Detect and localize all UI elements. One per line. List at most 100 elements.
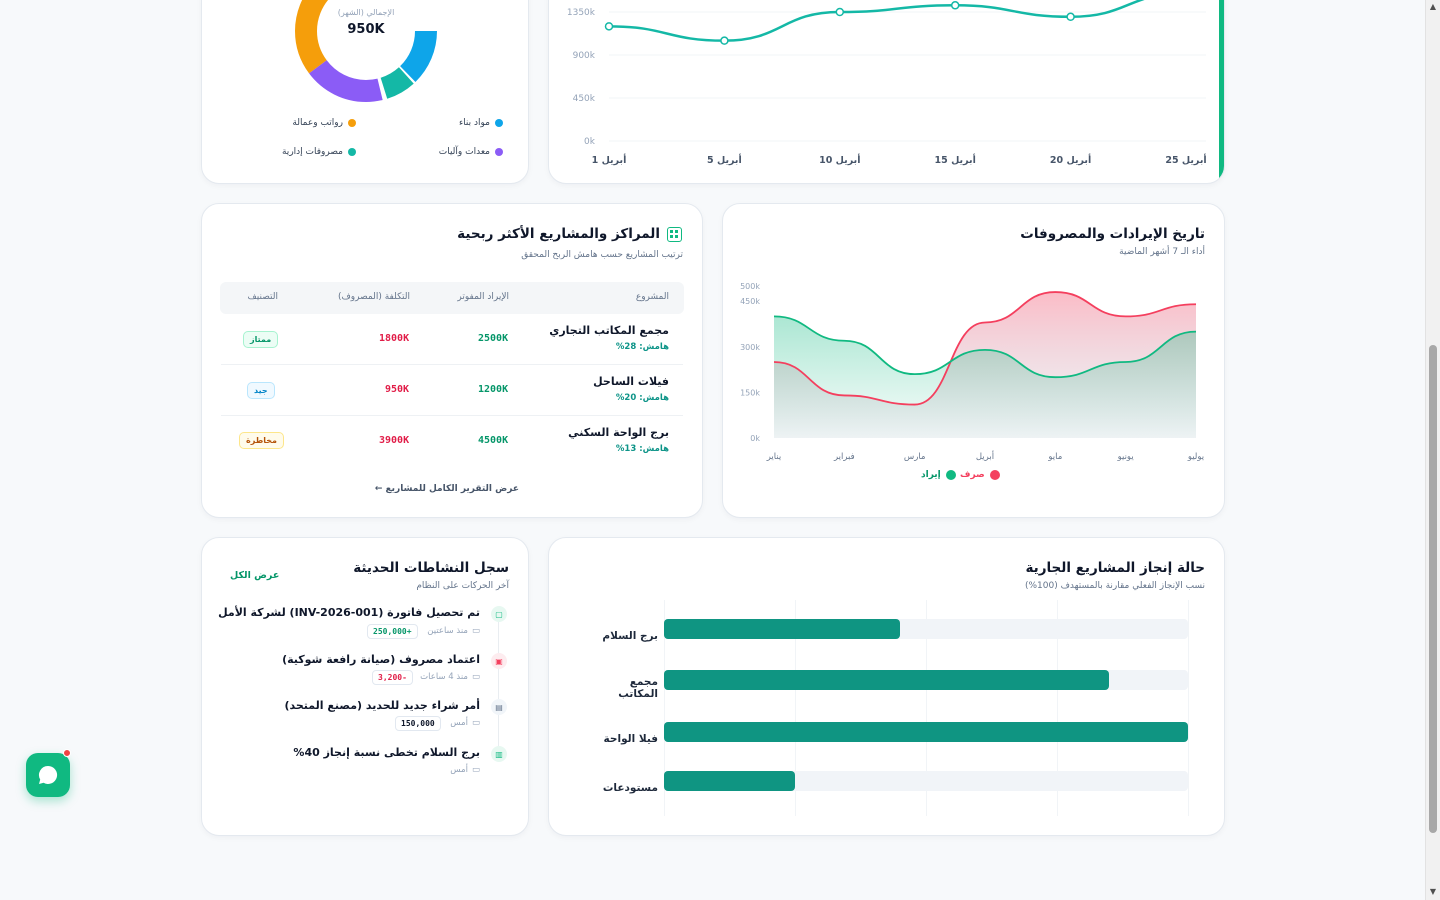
activity-time: ▭ أمس xyxy=(450,765,480,775)
trend-point xyxy=(720,36,729,45)
document-icon: ▤ xyxy=(491,699,507,715)
progress-track xyxy=(664,771,1188,791)
activity-item-title: اعتماد مصروف (صيانة رافعة شوكية) xyxy=(282,653,480,666)
th-project: المشروع xyxy=(635,292,669,302)
progress-fill xyxy=(664,722,1188,742)
grid-line xyxy=(926,600,927,816)
progress-label: مجمع المكاتب xyxy=(618,676,658,700)
th-class: التصنيف xyxy=(247,292,278,302)
profit-table-title: المراكز والمشاريع الأكثر ربحية xyxy=(457,226,660,242)
daily-trend-card: 1350k 900k 450k 0k أبريل 1 أبريل 5 أبريل 10 أبر… xyxy=(548,0,1225,184)
progress-fill xyxy=(664,670,1110,690)
activity-title: سجل النشاطات الحديثة xyxy=(353,560,509,576)
project-cost: 950K xyxy=(385,384,410,395)
x-tick-label: أبريل 10 xyxy=(819,153,860,166)
notification-dot xyxy=(63,749,71,757)
x-tick-label: أبريل 20 xyxy=(1050,153,1091,166)
expense-donut-card: الإجمالي (الشهر) 950K مواد بناء رواتب وع… xyxy=(201,0,529,184)
y-tick-label: 450k xyxy=(740,297,760,306)
expense-donut-chart xyxy=(295,0,437,102)
history-chart-subtitle: أداء الـ 7 أشهر الماضية xyxy=(1119,247,1205,257)
x-tick-label: أبريل 5 xyxy=(707,153,742,166)
calendar-icon: ▭ xyxy=(471,718,480,728)
x-tick-label: فبراير xyxy=(833,452,855,462)
progress-label: برج السلام xyxy=(602,630,658,642)
x-tick-label: يونيو xyxy=(1117,452,1135,462)
calendar-icon: ▭ xyxy=(471,672,480,682)
legend-admin: مصروفات إدارية xyxy=(282,147,356,157)
chat-bubble-icon xyxy=(38,765,58,784)
project-margin: هامش: 13% xyxy=(615,444,669,454)
project-cost: 3900K xyxy=(379,435,410,446)
scroll-down-arrow[interactable]: ▼ xyxy=(1429,887,1437,896)
progress-title: حالة إنجاز المشاريع الجارية xyxy=(1025,560,1205,576)
trend-point xyxy=(604,22,614,31)
revenue-line xyxy=(773,315,1197,379)
recent-activity-card xyxy=(201,537,529,836)
progress-fill xyxy=(664,771,795,791)
profit-table-subtitle: ترتيب المشاريع حسب هامش الربح المحقق xyxy=(521,250,683,260)
y-tick-label: 500k xyxy=(740,282,760,291)
progress-label: فيلا الواحة xyxy=(603,733,658,745)
history-chart-title: تاريخ الإيرادات والمصروفات xyxy=(1020,226,1205,242)
project-revenue: 4500K xyxy=(478,435,509,446)
full-report-link[interactable]: عرض التقرير الكامل للمشاريع ← xyxy=(374,484,519,494)
activity-time: ▭ أمس xyxy=(450,718,480,728)
scroll-up-arrow[interactable]: ▲ xyxy=(1429,2,1437,11)
x-tick-label: أبريل 15 xyxy=(935,153,976,166)
donut-slice-equipment xyxy=(295,0,437,102)
legend-materials: مواد بناء xyxy=(459,118,503,128)
table-header xyxy=(220,282,684,314)
history-area-chart: 500k 450k 300k 150k 0k يناير فبراير مارس أبريل ما… xyxy=(740,282,1205,462)
trend-point xyxy=(1066,12,1075,22)
legend-equipment: معدات وآليات xyxy=(439,147,503,157)
grid-line xyxy=(1188,600,1189,816)
project-cost: 1800K xyxy=(379,333,410,344)
donut-slice-wages xyxy=(295,0,437,102)
y-tick-label: 0k xyxy=(584,137,596,147)
x-tick-label: مايو xyxy=(1047,452,1062,462)
calendar-icon: ▭ xyxy=(471,626,480,636)
project-revenue: 2500K xyxy=(478,333,509,344)
status-badge: مخاطرة xyxy=(239,432,284,449)
activity-timeline xyxy=(498,612,499,762)
expense-line xyxy=(773,291,1197,406)
profitable-projects-card xyxy=(201,203,703,518)
progress-label: مستودعات xyxy=(602,782,658,794)
x-tick-label: أبريل 25 xyxy=(1165,153,1206,166)
project-margin: هامش: 28% xyxy=(615,342,669,352)
building-icon xyxy=(667,227,682,242)
scroll-thumb[interactable] xyxy=(1429,345,1437,833)
legend-wages: رواتب وعمالة xyxy=(292,118,356,128)
y-tick-label: 450k xyxy=(573,94,596,104)
card-accent-bar xyxy=(1219,0,1224,181)
status-badge: ممتاز xyxy=(243,331,279,348)
revenue-area xyxy=(774,316,1196,438)
grid-line xyxy=(795,600,796,816)
activity-item-title: تم تحصيل فاتورة (INV-2026-001) لشركة الأ… xyxy=(218,606,480,619)
th-revenue: الإيراد المفوتر xyxy=(457,292,509,302)
trend-line xyxy=(608,0,1145,42)
donut-center-value: 950K xyxy=(347,22,385,37)
page-scrollbar[interactable]: ▲ ▼ xyxy=(1425,0,1440,900)
x-tick-label: مارس xyxy=(904,452,926,462)
view-all-link[interactable]: عرض الكل xyxy=(230,570,280,581)
legend-revenue: إيراد xyxy=(921,470,956,480)
project-name: برج الواحة السكني xyxy=(568,426,669,439)
x-tick-label: أبريل 1 xyxy=(592,153,627,166)
building-icon: ▥ xyxy=(491,746,507,762)
x-tick-label: يوليو xyxy=(1187,452,1205,462)
grid-line xyxy=(664,600,665,816)
row-divider xyxy=(221,415,683,416)
project-name: فيلات الساحل xyxy=(593,375,669,388)
y-tick-label: 1350k xyxy=(567,8,596,18)
x-tick-label: يناير xyxy=(766,452,782,462)
chat-button[interactable] xyxy=(26,753,70,797)
grid-line xyxy=(1057,600,1058,816)
file-check-icon: ▢ xyxy=(491,606,507,622)
y-tick-label: 0k xyxy=(750,434,760,443)
progress-fill xyxy=(664,619,900,639)
legend-expense: صرف xyxy=(960,470,1000,480)
row-divider xyxy=(221,364,683,365)
x-tick-label: أبريل xyxy=(976,450,994,462)
